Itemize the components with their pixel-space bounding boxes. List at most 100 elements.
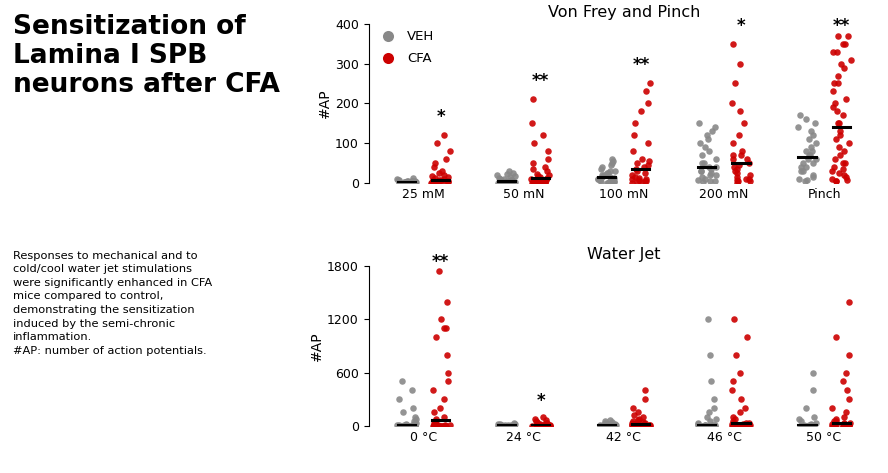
Point bbox=[539, 421, 553, 429]
Point bbox=[709, 422, 723, 429]
Point bbox=[595, 171, 609, 179]
Point bbox=[690, 421, 704, 429]
Point bbox=[408, 179, 423, 186]
Point bbox=[632, 415, 646, 422]
Point bbox=[597, 422, 611, 429]
Point bbox=[541, 156, 555, 163]
Point bbox=[397, 421, 411, 429]
Point bbox=[606, 176, 620, 184]
Point bbox=[440, 174, 455, 181]
Point bbox=[431, 421, 445, 429]
Point bbox=[642, 158, 656, 165]
Point bbox=[638, 88, 653, 95]
Point bbox=[836, 377, 850, 385]
Point bbox=[536, 131, 551, 139]
Point bbox=[600, 169, 614, 177]
Point bbox=[708, 177, 722, 185]
Point bbox=[606, 422, 620, 429]
Point bbox=[392, 421, 406, 429]
Point bbox=[830, 32, 844, 39]
Point bbox=[733, 422, 747, 429]
Point bbox=[742, 421, 757, 429]
Point bbox=[827, 421, 841, 429]
Point bbox=[829, 177, 843, 185]
Point bbox=[837, 148, 852, 155]
Point bbox=[537, 422, 551, 429]
Point bbox=[540, 175, 554, 182]
Point bbox=[839, 421, 853, 429]
Point bbox=[836, 64, 851, 71]
Point bbox=[641, 140, 655, 147]
Point bbox=[538, 176, 552, 184]
Point bbox=[829, 156, 843, 163]
Point bbox=[829, 136, 843, 143]
Point bbox=[701, 315, 715, 323]
Point bbox=[702, 164, 717, 171]
Point bbox=[831, 120, 845, 127]
Point bbox=[625, 421, 639, 429]
Point bbox=[429, 420, 443, 428]
Point bbox=[727, 164, 741, 171]
Point bbox=[693, 140, 707, 147]
Point bbox=[635, 156, 649, 163]
Point bbox=[827, 418, 841, 425]
Point bbox=[403, 179, 417, 187]
Point bbox=[539, 420, 553, 427]
Point bbox=[741, 419, 756, 427]
Point bbox=[728, 79, 742, 87]
Point bbox=[490, 171, 504, 179]
Point bbox=[805, 421, 819, 429]
Point bbox=[508, 172, 522, 180]
Point bbox=[839, 369, 853, 377]
Point bbox=[732, 131, 746, 139]
Point bbox=[601, 420, 615, 428]
Point bbox=[839, 409, 853, 416]
Point bbox=[432, 169, 446, 177]
Point bbox=[735, 422, 749, 429]
Point bbox=[641, 422, 655, 429]
Point bbox=[392, 179, 407, 186]
Point bbox=[493, 178, 507, 185]
Point bbox=[701, 136, 715, 143]
Point bbox=[837, 413, 852, 420]
Point bbox=[707, 404, 721, 412]
Point bbox=[399, 179, 413, 186]
Point bbox=[739, 422, 753, 429]
Point bbox=[493, 421, 507, 429]
Point bbox=[740, 422, 754, 429]
Point bbox=[603, 421, 617, 429]
Point bbox=[494, 422, 508, 429]
Point bbox=[738, 404, 752, 412]
Point bbox=[804, 128, 818, 135]
Point bbox=[438, 421, 452, 429]
Point bbox=[602, 422, 616, 429]
Point bbox=[703, 171, 718, 179]
Point bbox=[394, 422, 408, 429]
Point bbox=[427, 178, 441, 185]
Point bbox=[691, 176, 705, 184]
Point bbox=[630, 159, 645, 167]
Point bbox=[426, 164, 440, 171]
Point bbox=[402, 179, 416, 187]
Point bbox=[429, 415, 443, 422]
Point bbox=[833, 128, 847, 135]
Point bbox=[733, 409, 748, 416]
Point bbox=[592, 176, 607, 184]
Point bbox=[725, 100, 740, 107]
Point bbox=[843, 419, 857, 427]
Point bbox=[534, 420, 548, 428]
Point bbox=[437, 171, 451, 179]
Point bbox=[707, 422, 721, 429]
Point bbox=[841, 32, 855, 39]
Point bbox=[497, 421, 511, 429]
Point bbox=[528, 418, 543, 425]
Point bbox=[627, 131, 641, 139]
Point bbox=[809, 140, 823, 147]
Point bbox=[702, 148, 716, 155]
Point bbox=[643, 422, 657, 429]
Point bbox=[704, 377, 718, 385]
Point bbox=[438, 179, 452, 187]
Point bbox=[634, 178, 648, 186]
Point bbox=[734, 148, 749, 155]
Point bbox=[505, 422, 519, 429]
